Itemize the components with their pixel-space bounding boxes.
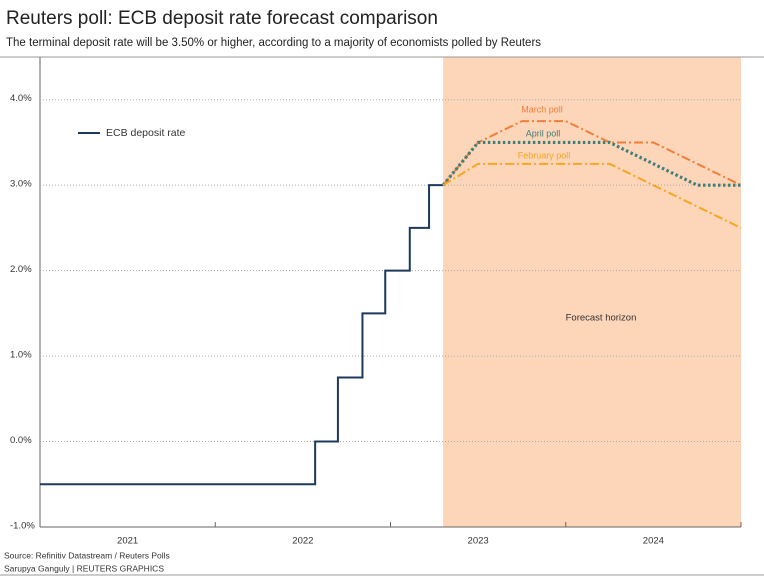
series-line (441, 140, 741, 187)
shade-label: Forecast horizon (566, 313, 637, 324)
source-note: Source: Refinitiv Datastream / Reuters P… (4, 550, 170, 560)
y-tick-label: 0.0% (10, 435, 32, 446)
chart-title: Reuters poll: ECB deposit rate forecast … (6, 8, 438, 29)
credit-note: Sarupya Ganguly | REUTERS GRAPHICS (4, 563, 164, 573)
y-tick-label: 4.0% (10, 93, 32, 104)
y-tick-label: 2.0% (10, 264, 32, 275)
series-line (442, 162, 742, 229)
y-tick-label: -1.0% (10, 521, 35, 532)
chart-subtitle: The terminal deposit rate will be 3.50% … (6, 37, 541, 49)
forecast-shade (443, 57, 741, 527)
y-tick-label: 3.0% (10, 179, 32, 190)
legend-label: ECB deposit rate (106, 127, 186, 139)
series-label: March poll (521, 104, 563, 114)
x-tick-label: 2023 (468, 536, 489, 547)
x-tick-label: 2024 (643, 536, 664, 547)
x-tick-label: 2021 (117, 536, 138, 547)
y-tick-label: 1.0% (10, 350, 32, 361)
x-tick-label: 2022 (292, 536, 313, 547)
series-label: February poll (518, 150, 571, 160)
series-line (40, 184, 444, 486)
series-label: April poll (526, 128, 561, 138)
series-line (442, 120, 742, 187)
